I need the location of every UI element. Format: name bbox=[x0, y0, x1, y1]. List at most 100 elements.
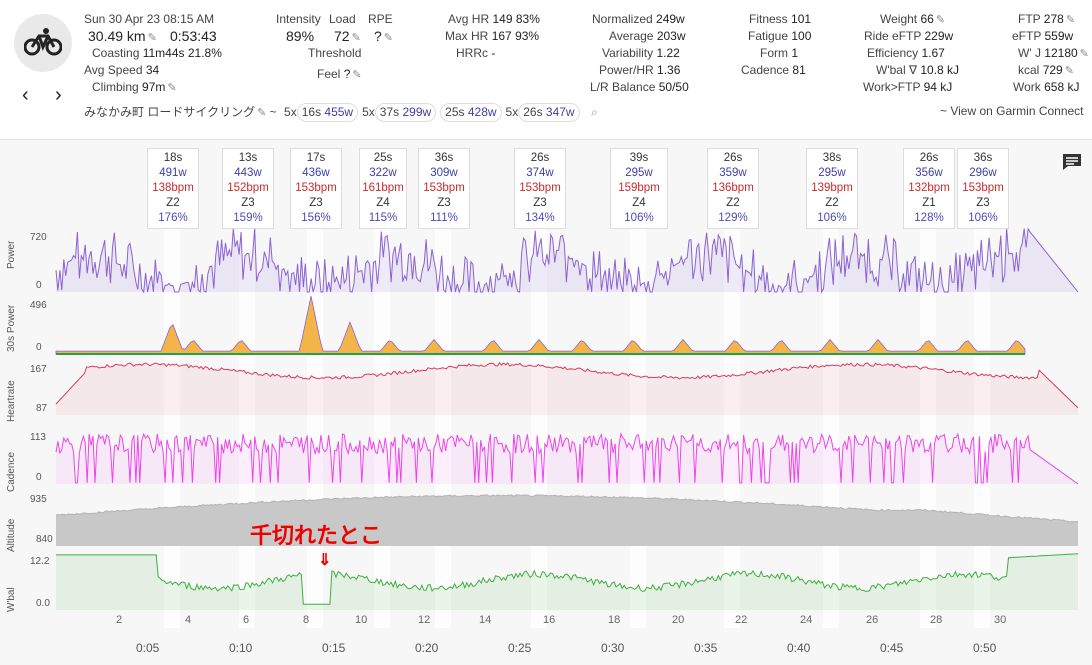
intensity-label: Intensity bbox=[276, 12, 321, 26]
lap-marker[interactable]: 26 bbox=[866, 614, 879, 626]
interval-z: Z3 bbox=[533, 197, 547, 209]
interval-hr: 139bpm bbox=[811, 182, 853, 194]
interval-p: 159% bbox=[233, 212, 263, 224]
comment-icon[interactable] bbox=[1062, 153, 1082, 171]
interval-box[interactable]: 38s 295w 139bpm Z2 106% bbox=[806, 148, 858, 229]
rep-chip-body: 26s 347w bbox=[518, 103, 580, 122]
lap-marker[interactable]: 22 bbox=[735, 614, 748, 626]
max-hr-stat: Max HR 167 93% bbox=[445, 29, 540, 43]
rpe-label: RPE bbox=[368, 12, 393, 26]
x-tick: 0:15 bbox=[322, 641, 346, 655]
weight-stat[interactable]: Weight 66 ✎ bbox=[880, 12, 946, 26]
interval-w: 436w bbox=[302, 167, 330, 179]
rep-chip-body: 25s 428w bbox=[440, 103, 502, 122]
next-activity-button[interactable]: › bbox=[55, 84, 62, 106]
interval-p: 129% bbox=[718, 212, 748, 224]
lap-marker[interactable]: 8 bbox=[303, 614, 310, 626]
ride-eftp-stat: Ride eFTP 229w bbox=[864, 29, 954, 43]
interval-dur: 26s bbox=[723, 152, 743, 164]
power-ymax: 720 bbox=[30, 232, 47, 243]
rep-chip-body: 16s 455w bbox=[296, 103, 359, 122]
interval-box[interactable]: 26s 374w 153bpm Z3 134% bbox=[514, 148, 566, 229]
ftp-stat[interactable]: FTP 278 ✎ bbox=[1018, 12, 1076, 26]
normalized-stat: Normalized 249w bbox=[592, 12, 685, 26]
cadence-ymax: 113 bbox=[30, 432, 46, 443]
interval-box[interactable]: 17s 436w 153bpm Z3 156% bbox=[290, 148, 342, 229]
feel-stat[interactable]: Feel ? ✎ bbox=[317, 67, 362, 81]
fitness-stat: Fitness 101 bbox=[749, 12, 812, 26]
hr-axis-label: Heartrate bbox=[6, 380, 17, 422]
interval-box[interactable]: 36s 296w 153bpm Z3 106% bbox=[957, 148, 1009, 229]
hrrc-stat: HRRc - bbox=[456, 46, 496, 60]
lap-marker[interactable]: 18 bbox=[608, 614, 621, 626]
altitude-axis-label: Altitude bbox=[6, 518, 17, 552]
interval-z: Z3 bbox=[309, 197, 323, 209]
annotation-text: 千切れたとこ bbox=[250, 523, 383, 548]
interval-p: 106% bbox=[968, 212, 998, 224]
x-tick: 0:10 bbox=[229, 641, 253, 655]
interval-dur: 26s bbox=[919, 152, 939, 164]
interval-w: 309w bbox=[430, 167, 458, 179]
form-stat: Form 1 bbox=[760, 46, 799, 60]
distance-value[interactable]: 30.49 km ✎ bbox=[88, 28, 157, 44]
lap-marker[interactable]: 4 bbox=[185, 614, 192, 626]
wbal-ymin: 0.0 bbox=[36, 598, 50, 609]
interval-p: 106% bbox=[624, 212, 654, 224]
garmin-connect-link[interactable]: ~ View on Garmin Connect bbox=[940, 104, 1084, 118]
search-icon[interactable]: ⌕ bbox=[590, 105, 598, 119]
lap-marker[interactable]: 2 bbox=[116, 614, 123, 626]
kcal-stat[interactable]: kcal 729 ✎ bbox=[1018, 63, 1074, 77]
interval-dur: 36s bbox=[973, 152, 993, 164]
interval-box[interactable]: 18s 491w 138bpm Z2 176% bbox=[147, 148, 199, 229]
power-axis-label: Power bbox=[6, 240, 17, 269]
tilde: ~ bbox=[269, 105, 277, 119]
load-value[interactable]: 72 ✎ bbox=[334, 28, 361, 44]
lap-marker[interactable]: 30 bbox=[994, 614, 1007, 626]
interval-p: 115% bbox=[368, 212, 398, 224]
interval-w: 359w bbox=[719, 167, 747, 179]
rep-watts: 428w bbox=[467, 105, 497, 119]
lap-marker[interactable]: 14 bbox=[479, 614, 492, 626]
load-label: Load bbox=[329, 12, 356, 26]
rep-chip[interactable]: 5x 26s 347w bbox=[506, 103, 580, 122]
prev-activity-button[interactable]: ‹ bbox=[22, 84, 29, 106]
cadence-stat: Cadence 81 bbox=[741, 63, 806, 77]
lap-marker[interactable]: 12 bbox=[418, 614, 431, 626]
interval-w: 443w bbox=[234, 167, 262, 179]
interval-z: Z2 bbox=[825, 197, 839, 209]
lap-marker[interactable]: 28 bbox=[930, 614, 943, 626]
interval-box[interactable]: 25s 322w 161bpm Z4 115% bbox=[359, 148, 407, 229]
interval-w: 322w bbox=[369, 167, 397, 179]
rep-chip[interactable]: 25s 428w bbox=[440, 103, 502, 122]
activity-name[interactable]: みなかみ町 ロードサイクリング bbox=[84, 105, 256, 119]
duration-value: 0:53:43 bbox=[170, 28, 217, 44]
interval-box[interactable]: 36s 309w 153bpm Z3 111% bbox=[418, 148, 470, 229]
wj-stat[interactable]: W' J 12180 ✎ bbox=[1018, 46, 1089, 60]
interval-w: 491w bbox=[159, 167, 187, 179]
rpe-value[interactable]: ? ✎ bbox=[374, 28, 394, 44]
variability-stat: Variability 1.22 bbox=[602, 46, 680, 60]
x-tick: 0:45 bbox=[880, 641, 904, 655]
interval-hr: 161bpm bbox=[362, 182, 404, 194]
x-tick: 0:40 bbox=[787, 641, 811, 655]
rep-chip[interactable]: 5x 16s 455w bbox=[284, 103, 359, 122]
rep-chip[interactable]: 5x 37s 299w bbox=[362, 103, 437, 122]
x-tick: 0:25 bbox=[508, 641, 532, 655]
edit-name-icon[interactable]: ✎ bbox=[257, 107, 267, 119]
lap-marker[interactable]: 16 bbox=[543, 614, 556, 626]
interval-box[interactable]: 13s 443w 152bpm Z3 159% bbox=[222, 148, 274, 229]
interval-box[interactable]: 26s 356w 132bpm Z1 128% bbox=[903, 148, 955, 229]
hr-ymin: 87 bbox=[36, 403, 48, 414]
climbing-stat[interactable]: Climbing 97m ✎ bbox=[92, 80, 177, 94]
rep-watts: 299w bbox=[402, 105, 432, 119]
bicycle-icon bbox=[24, 28, 62, 56]
eftp-stat: eFTP 559w bbox=[1012, 29, 1074, 43]
rep-duration: 16s bbox=[301, 105, 325, 119]
lap-marker[interactable]: 10 bbox=[355, 614, 368, 626]
lap-marker[interactable]: 24 bbox=[800, 614, 813, 626]
lr-balance-stat: L/R Balance 50/50 bbox=[590, 80, 689, 94]
interval-box[interactable]: 39s 295w 159bpm Z4 106% bbox=[610, 148, 668, 229]
lap-marker[interactable]: 6 bbox=[243, 614, 250, 626]
interval-box[interactable]: 26s 359w 136bpm Z2 129% bbox=[707, 148, 759, 229]
lap-marker[interactable]: 20 bbox=[672, 614, 685, 626]
